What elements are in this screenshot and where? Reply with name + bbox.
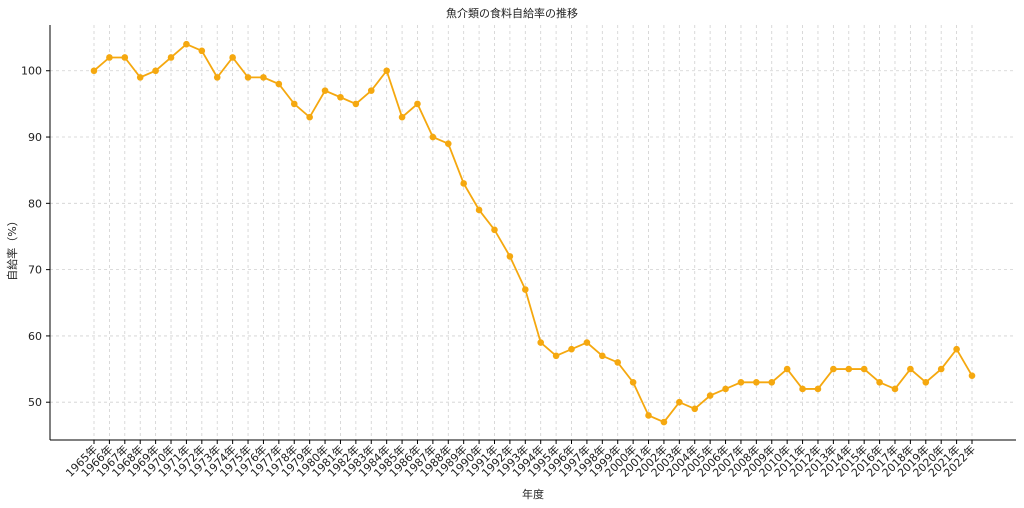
- point: [753, 379, 760, 386]
- y-tick-label: 50: [28, 396, 42, 409]
- point: [306, 113, 313, 121]
- point: [460, 180, 467, 187]
- point: [244, 74, 252, 81]
- point: [860, 365, 868, 373]
- point: [537, 339, 545, 346]
- point: [398, 113, 406, 121]
- y-tick-label: 70: [28, 264, 42, 277]
- y-tick-label: 100: [21, 65, 42, 78]
- point: [352, 100, 360, 108]
- y-tick-label: 90: [28, 131, 42, 144]
- point: [599, 352, 606, 360]
- x-axis-label: 年度: [522, 487, 544, 501]
- point: [106, 54, 113, 61]
- point: [953, 345, 960, 353]
- y-tick-label: 80: [28, 197, 42, 210]
- point: [783, 365, 791, 373]
- point: [814, 385, 822, 393]
- point: [337, 93, 344, 101]
- point: [213, 74, 221, 81]
- point: [521, 286, 529, 293]
- point: [706, 392, 714, 399]
- point: [198, 47, 206, 55]
- point: [722, 385, 729, 393]
- y-axis-label: 自給率（%）: [5, 215, 19, 280]
- y-tick-label: 60: [28, 330, 42, 343]
- point: [321, 87, 329, 94]
- point: [136, 74, 144, 81]
- point: [830, 365, 837, 373]
- chart-title: 魚介類の食料自給率の推移: [446, 6, 578, 20]
- point: [614, 359, 622, 366]
- point: [937, 365, 945, 373]
- point: [429, 133, 437, 141]
- point: [737, 379, 745, 386]
- point: [367, 87, 375, 94]
- point: [799, 385, 806, 393]
- point: [152, 67, 159, 75]
- point: [552, 352, 560, 360]
- point: [444, 140, 452, 147]
- point: [383, 67, 390, 75]
- point: [491, 226, 498, 234]
- point: [891, 385, 899, 393]
- point: [845, 365, 853, 373]
- point: [691, 405, 699, 413]
- point: [290, 100, 298, 108]
- point: [183, 40, 190, 48]
- point: [583, 339, 591, 346]
- point: [568, 345, 575, 353]
- point: [475, 206, 483, 214]
- point: [660, 418, 668, 426]
- point: [907, 365, 914, 373]
- point: [275, 80, 283, 88]
- point: [922, 379, 930, 386]
- point: [121, 54, 129, 61]
- point: [506, 253, 514, 260]
- point: [90, 67, 98, 75]
- point: [229, 54, 236, 61]
- point: [768, 379, 776, 386]
- line: [93, 43, 973, 424]
- point: [167, 54, 175, 61]
- point: [414, 100, 421, 108]
- point: [629, 379, 637, 386]
- point: [260, 74, 267, 81]
- point: [876, 379, 883, 386]
- point: [968, 372, 976, 379]
- point: [676, 398, 683, 406]
- point: [645, 412, 652, 419]
